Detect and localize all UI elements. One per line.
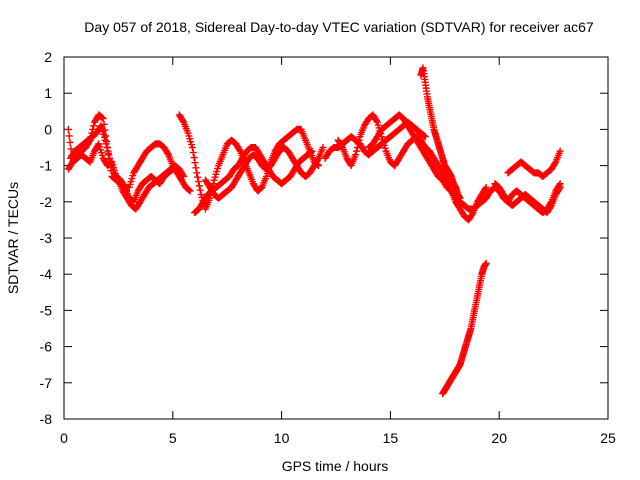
y-axis-label: SDTVAR / TECUs <box>5 182 21 294</box>
data-point-trace-a-40 <box>99 115 107 123</box>
data-point-trace-a-28 <box>89 125 97 133</box>
data-point-trace-g-115 <box>421 133 429 141</box>
data-point-trace-d-24 <box>196 186 204 194</box>
data-point-trace-f-129 <box>314 156 322 164</box>
data-point-trace-h-20 <box>352 151 360 159</box>
y-tick-label-8: 0 <box>44 121 52 137</box>
data-point-trace-n-54 <box>551 159 559 167</box>
data-point-trace-b-40 <box>101 136 109 144</box>
plot-frame <box>63 56 609 420</box>
data-point-trace-m-75 <box>556 183 564 191</box>
data-point-trace-e-134 <box>307 148 315 156</box>
data-point-trace-d-23 <box>195 182 203 190</box>
series-trace-n <box>504 147 564 180</box>
data-point-trace-a-1 <box>65 132 73 140</box>
data-point-trace-b-129 <box>179 171 187 179</box>
data-point-trace-g-114 <box>420 132 428 140</box>
data-point-trace-h-24 <box>355 136 363 144</box>
y-tick-label-6: -2 <box>40 194 53 210</box>
y-tick-label-2: -6 <box>40 339 53 355</box>
chart-title: Day 057 of 2018, Sidereal Day-to-day VTE… <box>84 19 594 35</box>
y-tick-label-4: -4 <box>40 266 53 282</box>
x-axis-label: GPS time / hours <box>282 458 389 474</box>
x-tick-label-2: 10 <box>274 430 290 446</box>
y-tick-label-7: -1 <box>40 158 53 174</box>
data-point-trace-a-114 <box>164 149 172 157</box>
data-point-trace-k-100 <box>482 259 490 267</box>
data-point-trace-d-16 <box>189 149 197 157</box>
x-tick-label-5: 25 <box>600 430 616 446</box>
data-point-trace-h-44 <box>372 117 380 125</box>
data-point-trace-j-90 <box>456 194 464 202</box>
series-trace-c <box>64 140 177 206</box>
data-point-trace-b-44 <box>105 151 113 159</box>
data-point-trace-d-69 <box>235 146 243 154</box>
data-point-trace-d-22 <box>194 178 202 186</box>
series-trace-k <box>439 259 490 398</box>
series-trace-a <box>64 111 194 195</box>
data-point-trace-h-23 <box>354 140 362 148</box>
data-point-trace-d-4 <box>179 117 187 125</box>
data-point-trace-n-60 <box>556 147 564 155</box>
data-point-trace-f-135 <box>319 144 327 151</box>
series-trace-i <box>365 111 490 213</box>
data-point-trace-a-29 <box>90 122 98 130</box>
x-tick-label-4: 20 <box>491 430 507 446</box>
y-tick-label-1: -7 <box>40 375 53 391</box>
y-tick-label-9: 1 <box>44 85 52 101</box>
data-point-trace-d-21 <box>194 173 202 181</box>
series-trace-j <box>417 64 464 202</box>
y-tick-label-10: 2 <box>44 49 52 65</box>
x-tick-label-1: 5 <box>169 430 177 446</box>
data-point-trace-b-41 <box>102 140 110 148</box>
y-tick-label-0: -8 <box>40 411 53 427</box>
series-trace-f <box>201 144 327 202</box>
x-tick-label-0: 0 <box>60 430 68 446</box>
y-tick-label-5: -3 <box>40 230 53 246</box>
series-trace-h <box>334 111 490 224</box>
data-point-trace-b-42 <box>103 144 111 151</box>
data-point-trace-e-135 <box>308 147 316 155</box>
data-point-trace-b-130 <box>180 172 188 180</box>
data-point-trace-a-39 <box>98 114 106 122</box>
data-point-trace-a-3 <box>67 145 75 153</box>
y-tick-label-3: -5 <box>40 302 53 318</box>
series-trace-m <box>491 180 564 217</box>
data-point-trace-h-169 <box>481 185 489 193</box>
data-point-trace-c-64 <box>120 182 128 190</box>
data-point-trace-d-19 <box>192 164 200 172</box>
x-tick-label-3: 15 <box>383 430 399 446</box>
data-point-trace-h-4 <box>338 142 346 150</box>
data-point-trace-h-21 <box>352 147 360 155</box>
data-point-trace-b-43 <box>104 147 112 155</box>
data-point-trace-h-170 <box>482 183 490 191</box>
data-point-trace-a-0 <box>64 125 72 133</box>
data-point-trace-a-139 <box>185 186 193 194</box>
data-point-trace-a-2 <box>66 138 74 146</box>
data-point-trace-m-74 <box>555 185 563 193</box>
data-point-trace-c-119 <box>168 166 176 174</box>
data-point-trace-d-20 <box>193 169 201 177</box>
data-point-trace-a-41 <box>100 120 108 128</box>
data-point-trace-a-140 <box>186 187 194 195</box>
data-point-trace-c-120 <box>169 165 177 173</box>
data-point-trace-m-64 <box>547 203 555 211</box>
data-points <box>64 64 564 398</box>
data-point-trace-d-15 <box>188 144 196 151</box>
data-point-trace-d-18 <box>191 159 199 167</box>
data-point-trace-h-22 <box>353 144 361 151</box>
data-point-trace-d-17 <box>190 154 198 162</box>
series-trace-e <box>191 144 316 217</box>
